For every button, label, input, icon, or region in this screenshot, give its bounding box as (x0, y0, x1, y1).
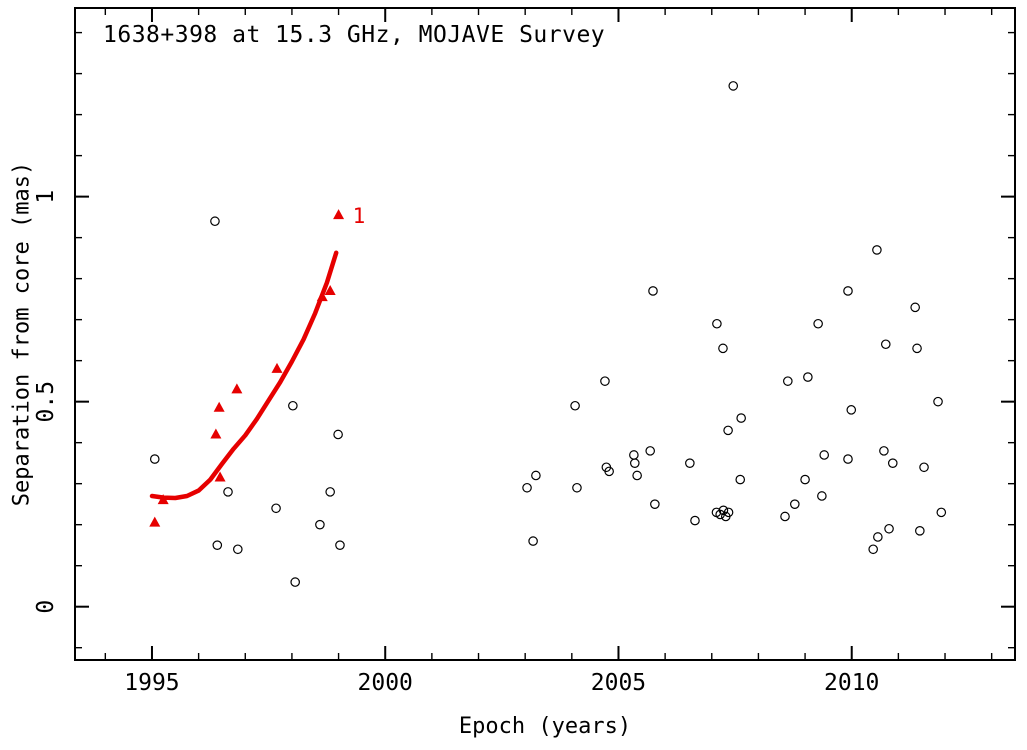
data-point-circle (572, 482, 582, 493)
data-point-circle (223, 487, 233, 497)
series-component-1 (149, 209, 345, 527)
data-point-circle (570, 400, 580, 411)
data-point-triangle (157, 494, 169, 505)
data-point-circle (271, 503, 281, 514)
data-point-triangle (324, 284, 336, 295)
x-tick-label: 2005 (591, 670, 646, 696)
series-unidentified-components (149, 81, 947, 587)
data-point-circle (718, 343, 728, 354)
data-point-circle (933, 396, 943, 407)
data-point-triangle (231, 383, 243, 394)
y-axis-label: Separation from core (mas) (9, 161, 35, 507)
data-point-circle (648, 286, 658, 296)
data-point-circle (936, 507, 947, 518)
component-label: 1 (353, 204, 366, 228)
x-axis-label: Epoch (years) (458, 714, 632, 739)
data-point-circle (880, 339, 891, 350)
data-point-triangle (213, 401, 225, 412)
data-point-circle (843, 286, 853, 296)
data-point-circle (879, 446, 889, 456)
data-point-circle (522, 482, 532, 493)
data-point-circle (645, 446, 655, 456)
data-point-triangle (214, 471, 226, 482)
data-point-triangle (210, 428, 222, 439)
axis-ticks (75, 8, 1015, 660)
x-tick-label: 2000 (358, 670, 413, 696)
y-tick-labels: 00.51 (33, 190, 59, 614)
data-point-triangle (333, 209, 345, 220)
data-point-circle (718, 505, 729, 516)
data-point-circle (712, 318, 722, 329)
data-point-circle (884, 523, 894, 534)
y-tick-label: 0 (33, 600, 59, 614)
chart-title: 1638+398 at 15.3 GHz, MOJAVE Survey (103, 22, 606, 48)
data-point-triangle (316, 291, 328, 302)
data-point-triangle (271, 362, 283, 373)
y-tick-label: 1 (33, 190, 59, 204)
data-point-circle (629, 450, 639, 460)
data-point-circle (325, 487, 335, 497)
data-point-circle (632, 470, 642, 481)
data-point-circle (800, 474, 810, 485)
data-point-circle (212, 540, 223, 550)
data-point-circle (912, 343, 922, 354)
data-point-circle (210, 216, 220, 227)
data-point-circle (604, 466, 614, 477)
data-point-circle (915, 526, 925, 536)
data-point-triangle (149, 516, 161, 527)
data-point-circle (600, 376, 610, 386)
axes-frame (74, 7, 1016, 661)
data-point-circle (817, 491, 827, 501)
data-point-circle (868, 544, 878, 555)
data-point-circle (333, 429, 343, 440)
data-point-circle (288, 400, 298, 411)
data-point-circle (803, 372, 813, 382)
data-point-circle (790, 499, 800, 509)
data-point-circle (723, 425, 733, 436)
data-point-circle (650, 499, 660, 509)
data-point-circle (149, 454, 160, 464)
data-point-circle (736, 413, 746, 423)
data-point-circle (735, 474, 746, 485)
data-point-circle (728, 81, 739, 91)
data-point-circle (872, 245, 882, 255)
y-tick-label: 0.5 (33, 381, 59, 423)
data-point-circle (919, 462, 929, 473)
x-tick-label: 1995 (124, 670, 179, 696)
data-point-circle (783, 376, 793, 386)
data-point-circle (233, 544, 243, 555)
x-tick-labels: 1995 2000 2005 2010 (124, 670, 879, 696)
data-point-circle (873, 532, 883, 542)
data-point-circle (813, 318, 823, 329)
data-point-circle (846, 405, 857, 415)
data-point-circle (531, 470, 541, 481)
data-point-circle (843, 454, 853, 464)
data-point-circle (685, 458, 695, 468)
data-point-circle (819, 450, 830, 460)
fit-curve (149, 250, 339, 501)
data-point-circle (723, 507, 734, 518)
data-point-circle (690, 515, 700, 526)
x-tick-label: 2010 (824, 670, 879, 696)
data-point-circle (630, 458, 640, 468)
data-point-circle (528, 536, 538, 546)
data-point-circle (290, 577, 300, 587)
data-point-circle (335, 540, 345, 550)
data-point-circle (315, 519, 325, 530)
data-point-circle (910, 302, 920, 313)
data-point-circle (887, 458, 898, 468)
data-point-circle (780, 511, 790, 522)
